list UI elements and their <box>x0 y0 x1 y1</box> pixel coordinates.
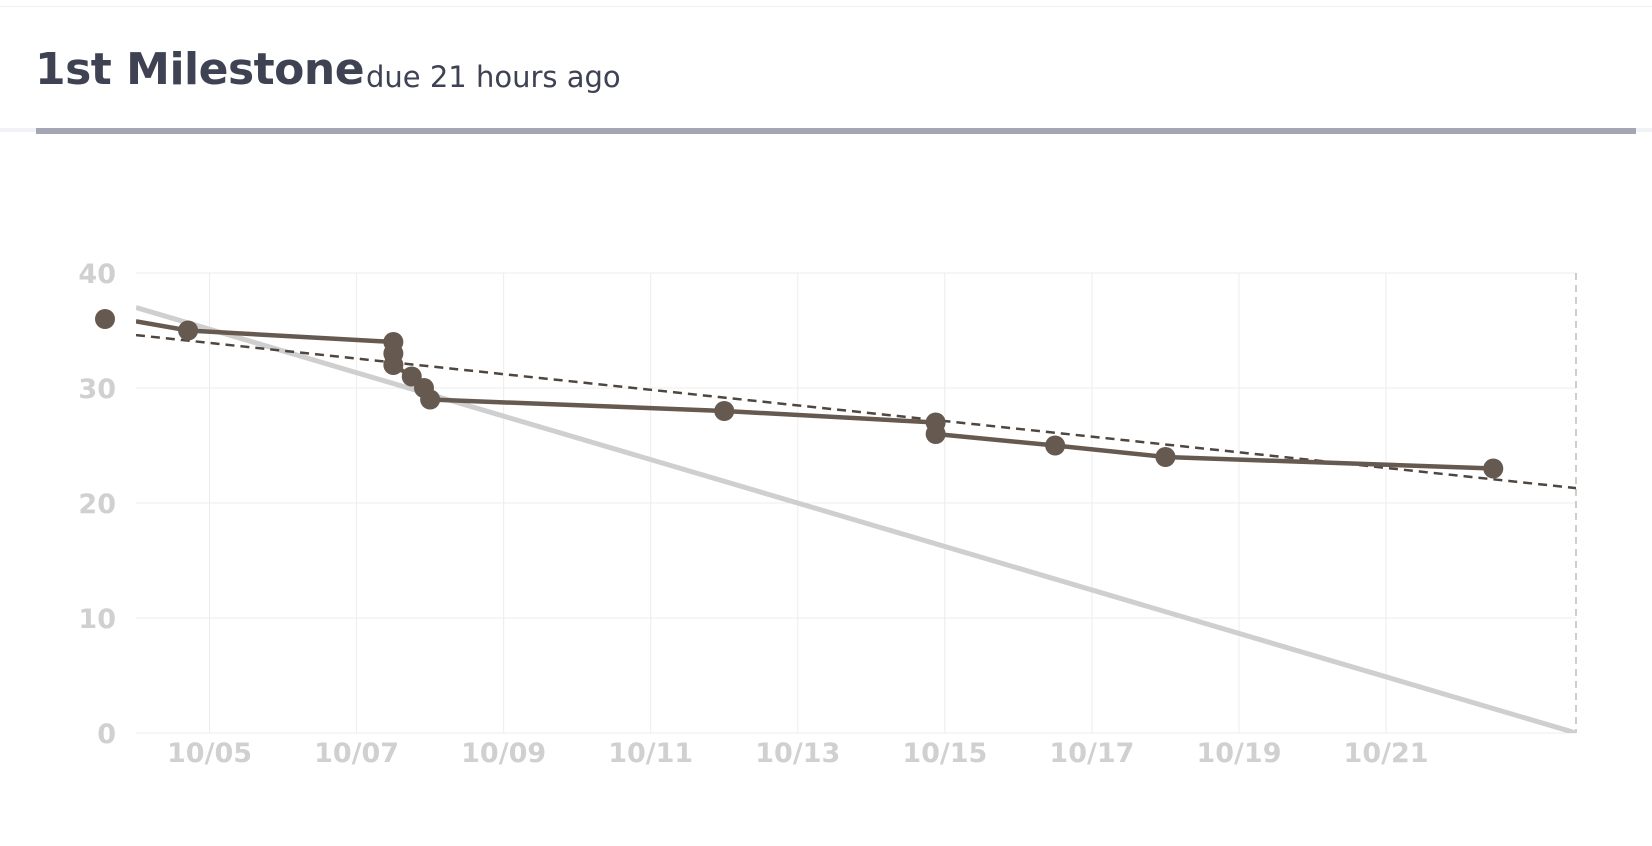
x-tick-label: 10/19 <box>1196 738 1281 769</box>
x-tick-label: 10/09 <box>461 738 546 769</box>
y-tick-label: 30 <box>78 374 116 405</box>
top-divider <box>0 6 1652 7</box>
y-tick-label: 0 <box>97 719 116 750</box>
x-tick-label: 10/17 <box>1049 738 1134 769</box>
data-point <box>178 320 199 341</box>
y-tick-label: 10 <box>78 604 116 635</box>
x-tick-label: 10/05 <box>167 738 252 769</box>
x-tick-label: 10/13 <box>755 738 840 769</box>
milestone-header: 1st Milestone due 21 hours ago <box>0 0 1652 134</box>
x-tick-label: 10/21 <box>1344 738 1429 769</box>
y-tick-label: 40 <box>78 259 116 290</box>
x-tick-label: 10/07 <box>314 738 399 769</box>
milestone-due-text: due 21 hours ago <box>366 60 621 94</box>
milestone-title: 1st Milestone <box>35 44 365 95</box>
milestone-progress-bar <box>36 128 1636 134</box>
data-point <box>1155 447 1176 467</box>
data-point <box>1483 458 1504 479</box>
x-tick-label: 10/11 <box>608 738 693 769</box>
y-tick-label: 20 <box>78 489 116 520</box>
data-point <box>714 401 735 421</box>
actual-burndown-line <box>136 319 1494 471</box>
data-point <box>383 355 404 375</box>
ideal-burndown-line <box>136 305 1576 733</box>
data-point <box>95 309 115 329</box>
data-point <box>925 424 946 444</box>
data-point <box>1045 435 1066 456</box>
data-point <box>420 389 441 410</box>
x-tick-label: 10/15 <box>902 738 987 769</box>
